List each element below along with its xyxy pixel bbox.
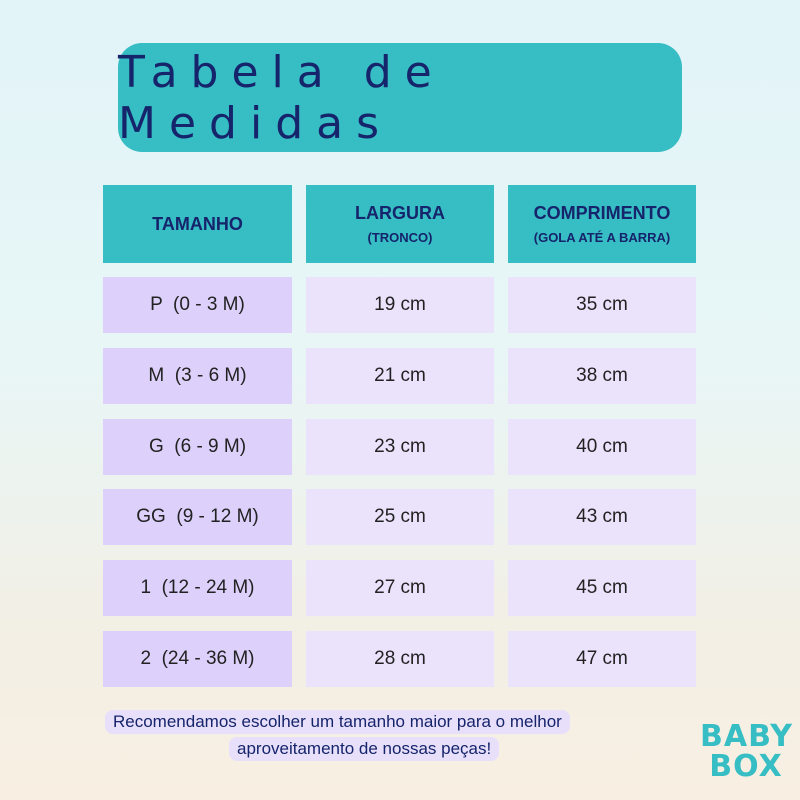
size-cell: P (0 - 3 M) xyxy=(103,277,292,333)
size-cell: G (6 - 9 M) xyxy=(103,418,292,475)
size-cell: 1 (12 - 24 M) xyxy=(103,560,292,617)
note-line-2: aproveitamento de nossas peças! xyxy=(229,737,500,761)
size-cell: M (3 - 6 M) xyxy=(103,347,292,404)
width-cell: 25 cm xyxy=(306,489,494,546)
size-cell: 2 (24 - 36 M) xyxy=(103,631,292,687)
logo-line-2: BOX xyxy=(709,749,783,784)
header-cell: TAMANHO xyxy=(103,185,292,263)
logo-line-1: BABY xyxy=(700,719,794,754)
width-cell: 23 cm xyxy=(306,418,494,475)
length-cell: 43 cm xyxy=(508,489,696,546)
header-cell: COMPRIMENTO (GOLA ATÉ A BARRA) xyxy=(508,185,696,263)
width-cell: 21 cm xyxy=(306,347,494,404)
header-sublabel: (GOLA ATÉ A BARRA) xyxy=(533,230,671,245)
note-line-1: Recomendamos escolher um tamanho maior p… xyxy=(105,710,570,734)
size-cell: GG (9 - 12 M) xyxy=(103,489,292,546)
length-cell: 35 cm xyxy=(508,277,696,333)
page-title: Tabela de Medidas xyxy=(118,43,682,152)
width-cell: 28 cm xyxy=(306,631,494,687)
length-cell: 40 cm xyxy=(508,418,696,475)
baby-box-logo: BABY BOX xyxy=(700,722,792,782)
header-label: COMPRIMENTO xyxy=(533,203,671,223)
length-cell: 38 cm xyxy=(508,347,696,404)
width-cell: 19 cm xyxy=(306,277,494,333)
width-cell: 27 cm xyxy=(306,560,494,617)
length-cell: 47 cm xyxy=(508,631,696,687)
header-label: TAMANHO xyxy=(152,213,243,234)
length-cell: 45 cm xyxy=(508,560,696,617)
header-sublabel: (TRONCO) xyxy=(367,230,433,245)
header-cell: LARGURA (TRONCO) xyxy=(306,185,494,263)
header-label: LARGURA xyxy=(355,203,445,223)
